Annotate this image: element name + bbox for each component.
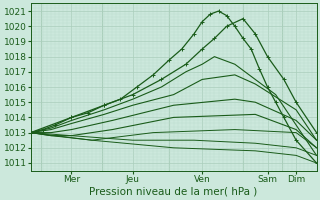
X-axis label: Pression niveau de la mer( hPa ): Pression niveau de la mer( hPa ) — [90, 187, 258, 197]
